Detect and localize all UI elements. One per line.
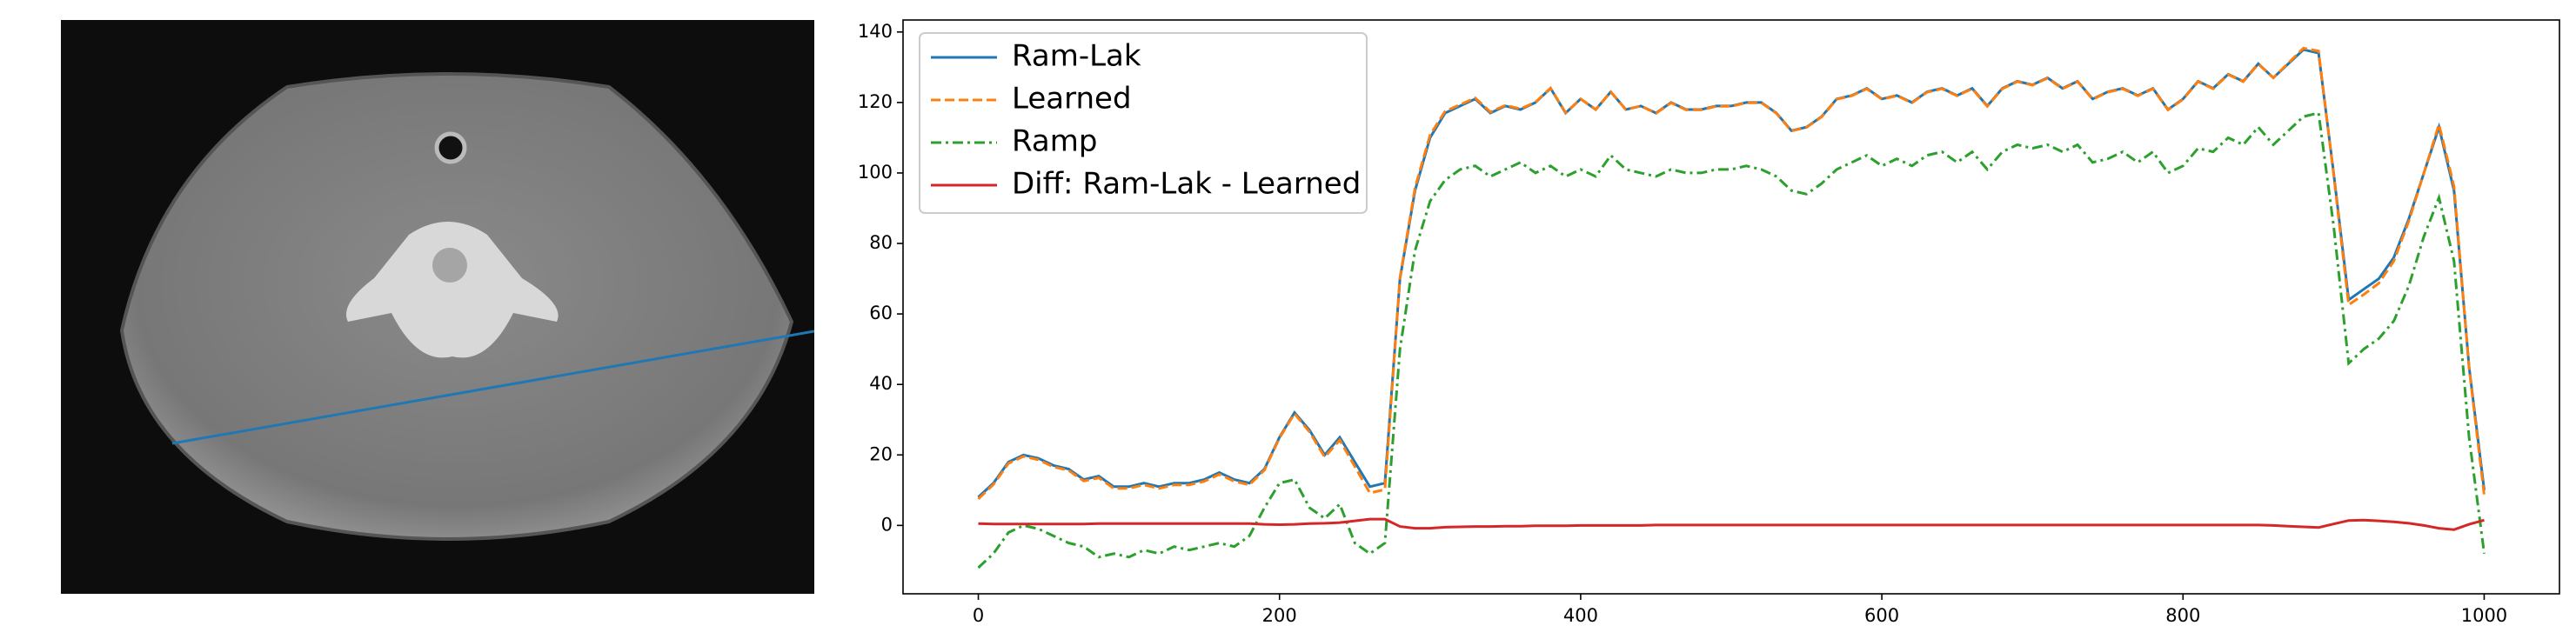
y-tick-label: 120 bbox=[858, 91, 893, 112]
legend-label: Ramp bbox=[1012, 124, 1097, 159]
y-tick-label: 60 bbox=[869, 303, 893, 323]
legend-label: Ram-Lak bbox=[1012, 39, 1141, 74]
ct-image bbox=[61, 20, 814, 594]
series-line bbox=[977, 111, 2486, 569]
x-tick-label: 0 bbox=[973, 605, 984, 626]
series-line bbox=[978, 517, 2485, 531]
profile-line bbox=[171, 329, 814, 445]
x-tick-label: 200 bbox=[1262, 605, 1297, 626]
y-tick-label: 80 bbox=[869, 232, 893, 253]
x-tick-label: 1000 bbox=[2461, 605, 2507, 626]
y-tick-label: 20 bbox=[869, 443, 893, 464]
legend-box bbox=[919, 32, 1368, 214]
y-tick-label: 0 bbox=[881, 514, 893, 535]
series-line bbox=[977, 46, 2486, 500]
legend-label: Learned bbox=[1012, 82, 1132, 116]
y-tick-label: 140 bbox=[858, 21, 893, 42]
axes-frame bbox=[902, 19, 2560, 595]
spinal-canal bbox=[432, 248, 467, 283]
x-tick-label: 800 bbox=[2165, 605, 2200, 626]
x-tick-label: 600 bbox=[1864, 605, 1899, 626]
legend-label: Diff: Ram-Lak - Learned bbox=[1012, 167, 1361, 202]
vertebra bbox=[346, 222, 559, 358]
y-tick-label: 40 bbox=[869, 373, 893, 394]
y-tick-label: 100 bbox=[858, 162, 893, 183]
x-tick-label: 400 bbox=[1563, 605, 1598, 626]
airway bbox=[434, 131, 467, 164]
